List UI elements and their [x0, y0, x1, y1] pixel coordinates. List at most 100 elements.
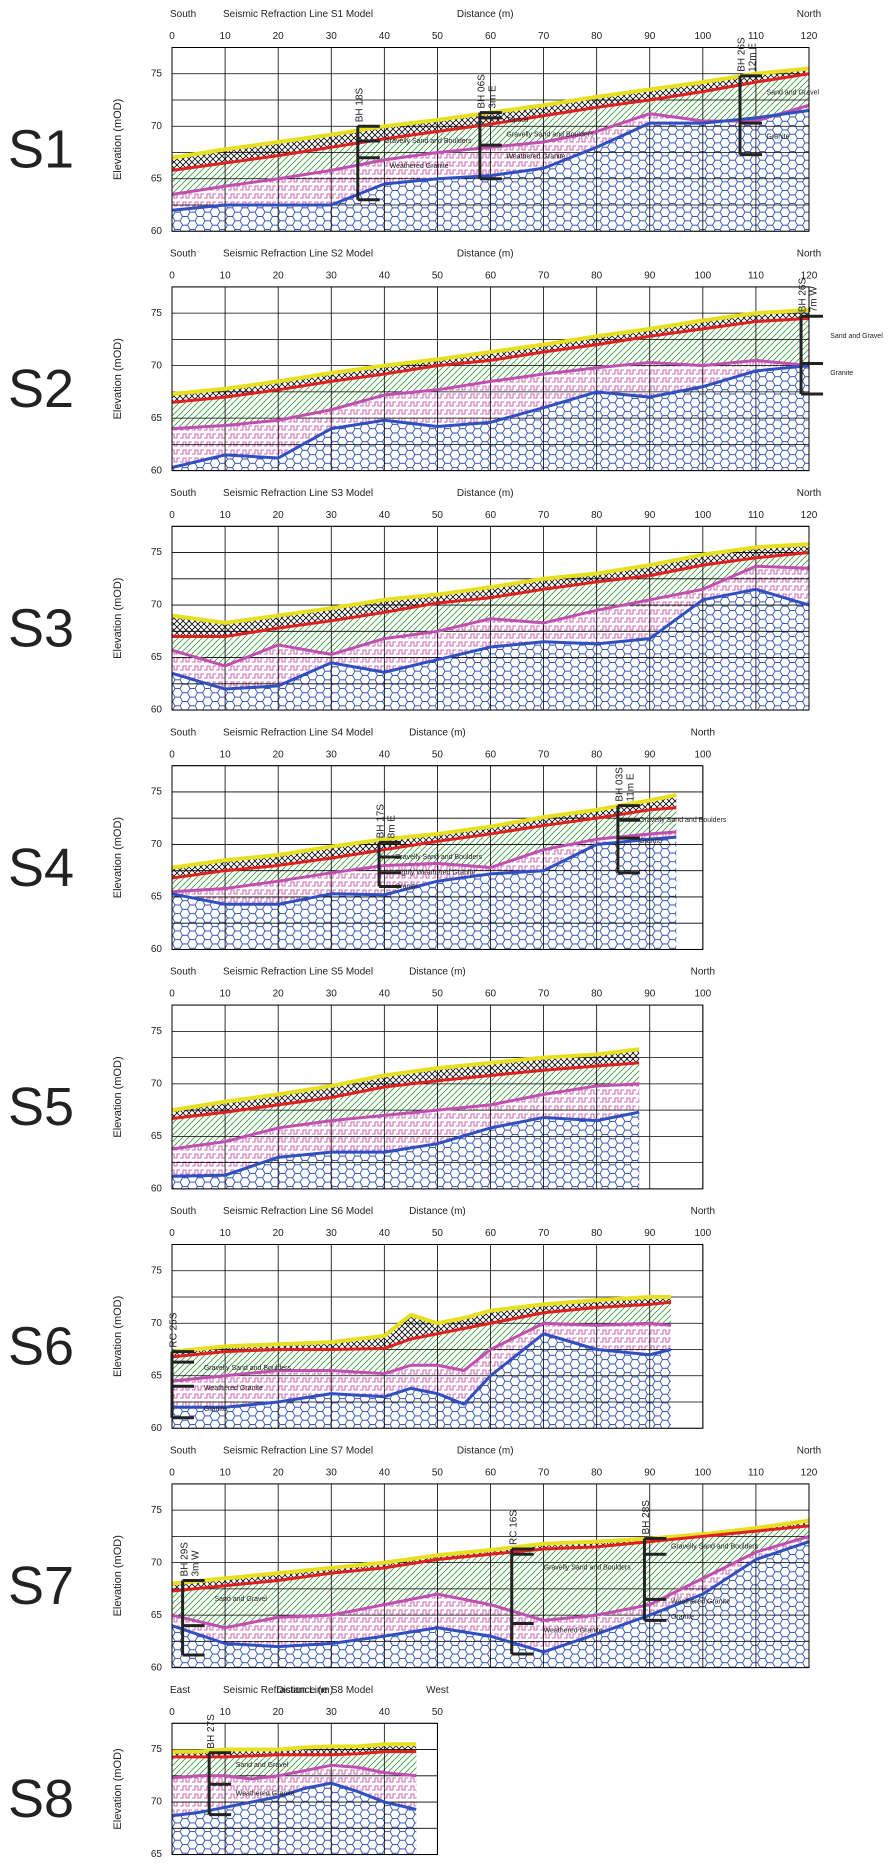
- x-tick-label: 70: [538, 1468, 550, 1479]
- y-axis-label: Elevation (mOD): [112, 99, 124, 180]
- panel-label: S5: [8, 1077, 74, 1137]
- x-tick-label: 110: [748, 271, 764, 282]
- x-tick-label: 90: [644, 271, 656, 282]
- layer-fill: [172, 1333, 671, 1429]
- x-tick-label: 20: [273, 1468, 285, 1479]
- x-tick-label: 0: [169, 1468, 175, 1479]
- x-tick-label: 0: [169, 989, 175, 1000]
- panel-label: S1: [8, 120, 74, 180]
- layer-line: [171, 1524, 810, 1593]
- x-tick-label: 100: [694, 1468, 711, 1479]
- x-tick-label: 40: [379, 510, 391, 521]
- y-tick-label: 60: [151, 944, 163, 955]
- x-tick-label: 80: [591, 989, 603, 1000]
- chart-title: Seismic Refraction Line S7 Model: [223, 1446, 373, 1457]
- direction-end: North: [797, 9, 821, 20]
- x-tick-label: 0: [169, 749, 175, 760]
- x-axis-label: Distance (m): [457, 249, 514, 260]
- layer-annotation: Granite: [395, 883, 418, 890]
- borehole-label: BH 03S: [615, 767, 626, 802]
- plot-frame: [171, 765, 704, 950]
- chart-title: Seismic Refraction Line S4 Model: [223, 727, 373, 738]
- x-tick-label: 50: [432, 1228, 444, 1239]
- x-tick-label: 60: [485, 749, 497, 760]
- layer-fill: [172, 1112, 640, 1189]
- x-tick-label: 20: [273, 1707, 285, 1718]
- panel-label: S6: [8, 1317, 74, 1377]
- layer-line: [171, 1321, 672, 1383]
- x-tick-label: 120: [801, 1468, 818, 1479]
- x-tick-label: 10: [220, 1228, 232, 1239]
- x-tick-label: 80: [591, 271, 603, 282]
- x-tick-label: 50: [432, 989, 444, 1000]
- x-tick-label: 30: [326, 1468, 338, 1479]
- y-tick-label: 65: [151, 1131, 163, 1142]
- x-tick-label: 40: [379, 31, 391, 42]
- layer-annotation: Granite: [767, 134, 790, 141]
- x-tick-label: 20: [273, 271, 285, 282]
- layer-annotation: Gravelly Sand and Boulders: [204, 1365, 292, 1372]
- layer-annotation: Sand and Gravel: [767, 89, 820, 96]
- layer-line: [171, 308, 810, 396]
- x-tick-label: 10: [220, 749, 232, 760]
- layer-annotation: Granite: [639, 838, 662, 845]
- layer-line: [171, 358, 810, 431]
- y-tick-label: 70: [151, 1557, 163, 1568]
- borehole-label: 3m E: [488, 85, 499, 109]
- y-axis-label: Elevation (mOD): [112, 338, 124, 419]
- direction-end: North: [797, 1446, 821, 1457]
- x-tick-label: 60: [485, 989, 497, 1000]
- borehole-label: 8m E: [387, 815, 398, 839]
- layer-fill: [172, 1783, 417, 1855]
- x-tick-label: 50: [432, 271, 444, 282]
- layer-annotation: Sand and Gravel: [236, 1762, 289, 1769]
- x-tick-label: 30: [326, 31, 338, 42]
- direction-start: South: [170, 727, 196, 738]
- x-tick-label: 70: [538, 271, 550, 282]
- plot-frame: [171, 1004, 704, 1190]
- y-tick-label: 60: [151, 705, 163, 716]
- borehole-label: BH 29S: [179, 1542, 190, 1577]
- y-axis-label: Elevation (mOD): [112, 1296, 124, 1377]
- y-tick-label: 75: [151, 787, 163, 798]
- borehole-label: 12m E: [748, 43, 759, 72]
- borehole-label: 3m W: [190, 1550, 201, 1577]
- x-tick-label: 60: [485, 1228, 497, 1239]
- layer-annotation: Weathered Granite: [506, 154, 565, 161]
- direction-end: North: [691, 727, 715, 738]
- layer-line: [171, 1781, 417, 1818]
- x-tick-label: 80: [591, 749, 603, 760]
- x-tick-label: 100: [694, 271, 711, 282]
- layer-annotation: Sand and Gravel: [830, 333, 883, 340]
- y-tick-label: 70: [151, 600, 163, 611]
- x-tick-label: 110: [748, 1468, 764, 1479]
- x-tick-label: 90: [644, 1228, 656, 1239]
- x-tick-label: 70: [538, 1228, 550, 1239]
- x-tick-label: 100: [694, 1228, 711, 1239]
- x-tick-label: 30: [326, 1228, 338, 1239]
- layer-line: [171, 1110, 640, 1178]
- y-tick-label: 70: [151, 1797, 163, 1808]
- y-tick-label: 60: [151, 1183, 163, 1194]
- x-tick-label: 90: [644, 749, 656, 760]
- x-tick-label: 20: [273, 749, 285, 760]
- x-tick-label: 120: [801, 31, 818, 42]
- plot-frame: [171, 1722, 438, 1856]
- y-tick-label: 70: [151, 1078, 163, 1089]
- layer-annotation: Gravelly Sand and Boulders: [639, 817, 727, 824]
- y-tick-label: 75: [151, 1744, 163, 1755]
- x-tick-label: 60: [485, 31, 497, 42]
- x-tick-label: 50: [432, 1707, 444, 1718]
- plot-frame: [171, 47, 810, 232]
- layer-line: [172, 1742, 417, 1754]
- y-tick-label: 75: [151, 547, 163, 558]
- layer-annotation: Granite: [830, 370, 853, 377]
- y-tick-label: 75: [151, 1026, 163, 1037]
- layer-line: [171, 1047, 640, 1113]
- layer-annotation: Weathered Granite: [671, 1598, 730, 1605]
- layer-line: [172, 1332, 672, 1409]
- layer-annotation: Weathered Granite: [236, 1790, 295, 1797]
- y-tick-label: 65: [151, 1370, 163, 1381]
- x-tick-label: 0: [169, 1707, 175, 1718]
